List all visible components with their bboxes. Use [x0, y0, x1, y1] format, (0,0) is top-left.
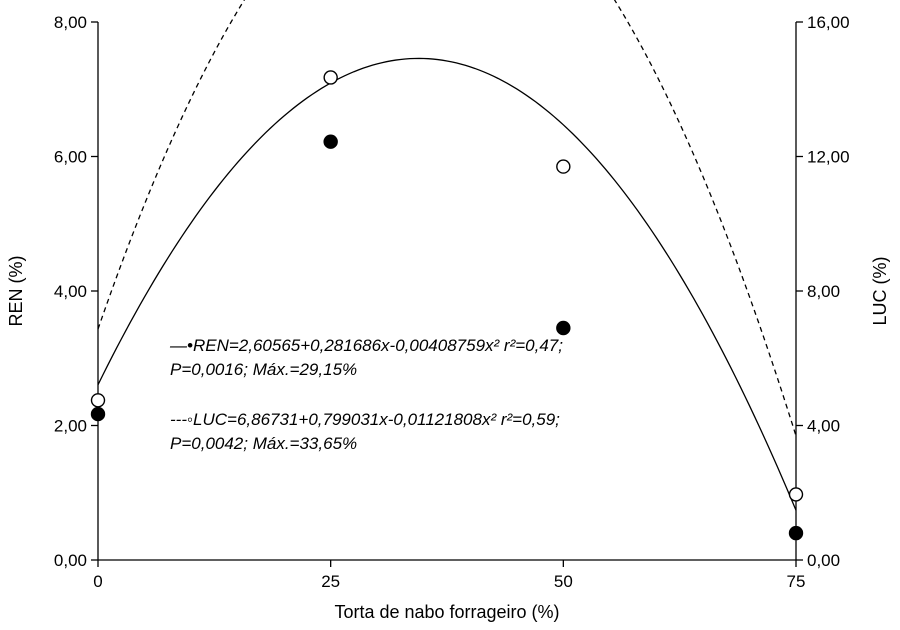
x-tick-label: 25	[321, 572, 340, 591]
x-tick-label: 0	[93, 572, 102, 591]
luc-data-point	[323, 70, 338, 85]
x-tick-label: 50	[554, 572, 573, 591]
ren-fit-curve	[97, 57, 797, 511]
left-y-tick-label: 4,00	[54, 282, 87, 301]
ren-equation-line1: —•REN=2,60565+0,281686x-0,00408759x² r²=…	[169, 336, 563, 355]
left-y-tick-label: 6,00	[54, 148, 87, 167]
left-y-tick-label: 2,00	[54, 417, 87, 436]
left-y-tick-label: 0,00	[54, 551, 87, 570]
luc-equation-line2: P=0,0042; Máx.=33,65%	[170, 434, 357, 453]
ren-data-point	[788, 525, 804, 541]
ticks: 0 25 50 750,002,004,006,008,000,004,008,001…	[54, 13, 850, 591]
luc-data-point	[788, 487, 804, 502]
right-y-tick-label: 12,00	[807, 148, 850, 167]
data-points	[90, 70, 804, 541]
luc-equation-line1: ---◦LUC=6,86731+0,799031x-0,01121808x² r…	[170, 410, 560, 429]
ren-data-point	[90, 406, 106, 422]
luc-data-point	[90, 393, 106, 408]
luc-fit-curve	[97, 0, 797, 437]
right-y-tick-label: 8,00	[807, 282, 840, 301]
x-tick-label: 75	[787, 572, 806, 591]
x-axis-title: Torta de nabo forrageiro (%)	[334, 602, 559, 622]
left-y-tick-label: 8,00	[54, 13, 87, 32]
ren-equation-line2: P=0,0016; Máx.=29,15%	[170, 360, 357, 379]
ren-data-point	[556, 320, 571, 336]
ren-data-point	[323, 134, 338, 149]
right-y-axis-title: LUC (%)	[870, 256, 890, 325]
luc-data-point	[556, 159, 571, 174]
right-y-tick-label: 4,00	[807, 417, 840, 436]
right-y-tick-label: 16,00	[807, 13, 850, 32]
left-y-axis-title: REN (%)	[6, 256, 26, 327]
fit-curves	[97, 0, 797, 511]
right-y-tick-label: 0,00	[807, 551, 840, 570]
